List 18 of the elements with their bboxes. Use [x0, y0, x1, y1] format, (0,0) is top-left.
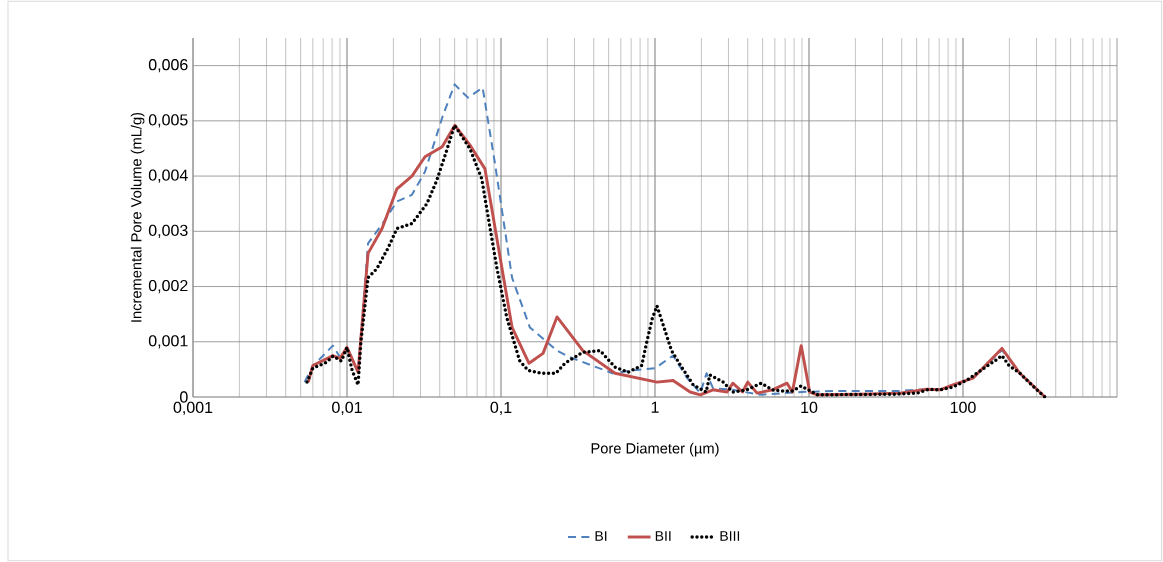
x-tick-label: 1 [651, 401, 659, 413]
legend-label: BIII [720, 531, 740, 541]
x-tick-label: 0,001 [173, 401, 213, 415]
x-axis-title: Pore Diameter (µm) [591, 442, 719, 457]
x-tick-label: 0,01 [332, 401, 362, 415]
y-tick-label: 0,001 [148, 335, 188, 349]
y-tick-label: 0,002 [148, 279, 188, 294]
x-tick-label: 0,1 [490, 401, 512, 415]
x-tick-label: 10 [801, 401, 818, 414]
y-tick-label: 0,004 [148, 169, 188, 183]
y-tick-label: 0 [180, 391, 188, 403]
y-tick-label: 0,003 [148, 224, 188, 238]
y-axis-title: Incremental Pore Volume (mL/g) [130, 112, 145, 322]
x-tick-label: 100 [950, 401, 976, 414]
legend-label: BI [595, 531, 607, 541]
y-tick-label: 0,006 [148, 59, 188, 73]
legend-label: BII [655, 531, 671, 541]
y-tick-label: 0,005 [148, 114, 188, 128]
